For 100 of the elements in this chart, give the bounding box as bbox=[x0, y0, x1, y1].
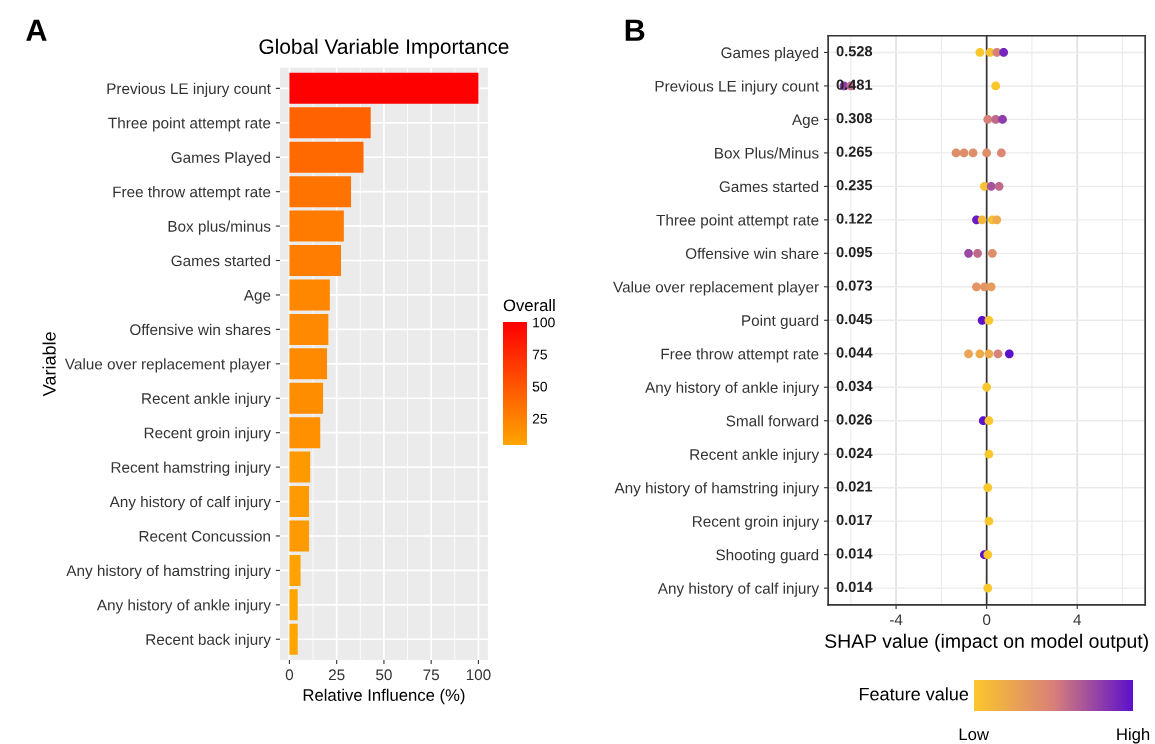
x-tick-label: 100 bbox=[466, 669, 491, 681]
x-tick-label: 0 bbox=[983, 614, 991, 626]
y-tick-label: Recent Concussion bbox=[139, 530, 270, 542]
point bbox=[996, 148, 1006, 158]
y-tick-label: Three point attempt rate bbox=[656, 214, 819, 229]
annotation: 0.308 bbox=[836, 113, 873, 124]
annotation: 0.528 bbox=[836, 46, 873, 57]
y-tick-label: Value over replacement player bbox=[613, 281, 819, 296]
y-tick-label: Recent ankle injury bbox=[690, 448, 820, 463]
y-tick-label: Value over replacement player bbox=[64, 358, 271, 373]
y-tick-label: Any history of calf injury bbox=[657, 582, 820, 597]
point bbox=[986, 181, 996, 191]
bar bbox=[289, 417, 321, 449]
text: A bbox=[26, 19, 47, 41]
point bbox=[973, 248, 982, 258]
bar bbox=[289, 141, 364, 173]
y-tick-label: Any history of ankle injury bbox=[96, 599, 271, 614]
point bbox=[992, 215, 1002, 225]
x-tick-label: 0 bbox=[285, 669, 294, 681]
bar bbox=[289, 486, 310, 518]
annotation: 0.045 bbox=[836, 313, 873, 325]
color-bar-label: High bbox=[1117, 727, 1150, 744]
y-tick-label: Box Plus/Minus bbox=[715, 147, 819, 159]
y-tick-label: Box plus/minus bbox=[168, 220, 271, 235]
x-tick-label: 75 bbox=[423, 669, 440, 681]
point bbox=[993, 349, 1003, 359]
color-bar-label: 100 bbox=[533, 317, 555, 328]
point bbox=[1004, 349, 1014, 359]
text: B bbox=[625, 19, 645, 41]
annotation: 0.014 bbox=[836, 548, 873, 559]
annotation: 0.021 bbox=[836, 481, 873, 492]
x-axis-title: Relative Influence (%) bbox=[303, 688, 465, 705]
bar bbox=[289, 245, 342, 277]
bar bbox=[289, 72, 479, 104]
bar bbox=[289, 382, 324, 414]
bar bbox=[289, 451, 311, 483]
point bbox=[986, 282, 996, 292]
point bbox=[964, 349, 973, 359]
y-tick-label: Shooting guard bbox=[716, 549, 819, 564]
annotation: 0.265 bbox=[836, 146, 873, 157]
x-tick-label: 25 bbox=[328, 669, 345, 681]
point bbox=[999, 48, 1009, 57]
point bbox=[983, 583, 993, 593]
y-tick-label: Free throw attempt rate bbox=[113, 186, 271, 201]
y-tick-label: Offensive win shares bbox=[130, 323, 271, 336]
x-tick-label: -4 bbox=[889, 614, 903, 625]
point bbox=[977, 215, 987, 225]
y-tick-label: Games started bbox=[719, 180, 819, 193]
bar bbox=[289, 348, 328, 380]
color-bar-label: 50 bbox=[532, 381, 548, 392]
bar bbox=[289, 107, 371, 139]
annotation: 0.073 bbox=[836, 280, 873, 291]
y-tick-label: Age bbox=[791, 114, 819, 129]
color-bar-label: 25 bbox=[532, 413, 547, 424]
y-tick-label: Any history of hamstring injury bbox=[614, 482, 820, 497]
annotation: 0.122 bbox=[836, 213, 872, 224]
y-tick-label: Games Played bbox=[171, 151, 270, 166]
x-axis-title: SHAP value (impact on model output) bbox=[825, 633, 1148, 652]
bar bbox=[289, 210, 344, 242]
annotation: 0.014 bbox=[836, 581, 873, 593]
y-tick-label: Recent hamstring injury bbox=[111, 461, 271, 476]
y-tick-label: Any history of hamstring injury bbox=[66, 564, 271, 580]
color-bar-title: Feature value bbox=[859, 687, 969, 701]
point bbox=[968, 148, 978, 158]
point bbox=[998, 115, 1007, 124]
annotation: 0.235 bbox=[836, 179, 873, 191]
y-tick-label: Games started bbox=[171, 254, 270, 267]
annotation: 0.044 bbox=[836, 347, 873, 358]
y-tick-label: Recent groin injury bbox=[144, 427, 271, 442]
annotation: 0.034 bbox=[836, 380, 873, 392]
point bbox=[964, 248, 973, 258]
bar bbox=[289, 520, 310, 552]
y-axis-title: Variable bbox=[42, 332, 56, 397]
bar bbox=[289, 176, 352, 208]
y-tick-label: Offensive win share bbox=[685, 247, 819, 260]
color-bar-label: 75 bbox=[532, 349, 547, 360]
y-tick-label: Recent ankle injury bbox=[142, 392, 271, 407]
y-tick-label: Previous LE injury count bbox=[107, 82, 271, 98]
x-tick-label: 4 bbox=[1073, 614, 1082, 625]
point bbox=[984, 516, 994, 526]
y-tick-label: Point guard bbox=[742, 314, 819, 329]
y-tick-label: Three point attempt rate bbox=[108, 117, 271, 132]
color-bar-label: Low bbox=[959, 728, 989, 741]
annotation: 0.024 bbox=[836, 447, 873, 459]
bar bbox=[289, 279, 330, 311]
y-tick-label: Free throw attempt rate bbox=[661, 348, 819, 363]
point bbox=[982, 382, 992, 392]
bar bbox=[289, 623, 298, 655]
annotation: 0.017 bbox=[836, 514, 872, 526]
bar bbox=[289, 313, 329, 345]
bar bbox=[289, 554, 301, 586]
y-tick-label: Recent back injury bbox=[146, 633, 271, 648]
annotation: 0.095 bbox=[836, 246, 873, 258]
point bbox=[975, 48, 985, 57]
point bbox=[972, 282, 981, 292]
y-tick-label: Age bbox=[243, 289, 271, 304]
point bbox=[984, 449, 994, 459]
annotation: 0.026 bbox=[836, 414, 873, 425]
y-tick-label: Recent groin injury bbox=[692, 515, 820, 530]
y-tick-label: Previous LE injury count bbox=[655, 80, 819, 95]
